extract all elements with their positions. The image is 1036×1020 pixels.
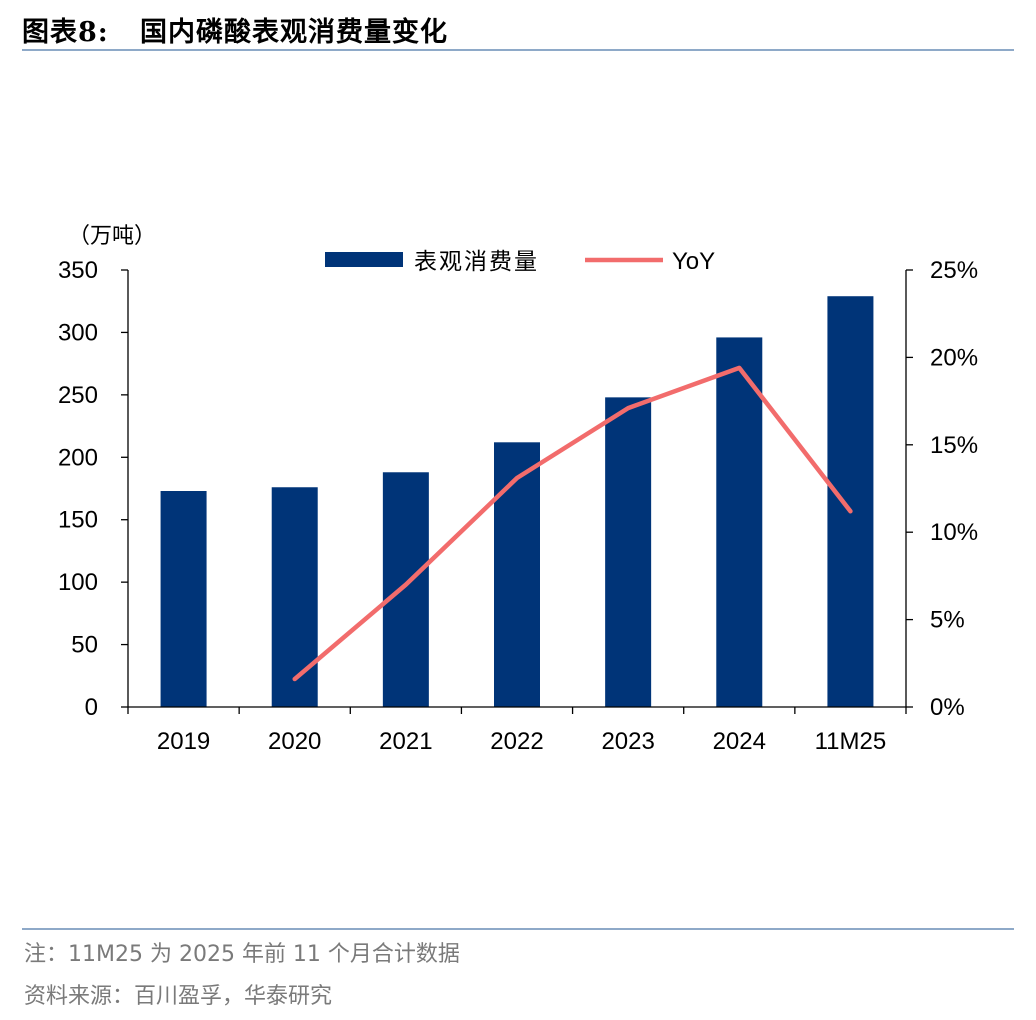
bar-2019	[160, 490, 207, 707]
x-tick-label: 2020	[268, 728, 321, 755]
figure-title: 图表8: 国内磷酸表观消费量变化	[22, 17, 448, 48]
x-tick-label: 2021	[379, 728, 432, 755]
right-tick-label: 25%	[930, 257, 978, 284]
left-tick-label: 50	[71, 632, 98, 659]
footnote: 注：11M25 为 2025 年前 11 个月合计数据	[24, 942, 460, 967]
x-tick-label: 2022	[490, 728, 543, 755]
x-tick-label: 2024	[713, 728, 766, 755]
footer-divider	[22, 928, 1014, 930]
title-divider	[22, 49, 1014, 51]
right-tick-label: 5%	[930, 607, 965, 634]
x-tick-label: 11M25	[815, 728, 887, 755]
legend-line-label: YoY	[672, 248, 715, 275]
left-tick-label: 0	[85, 694, 98, 721]
left-tick-label: 300	[58, 319, 98, 346]
legend-bar-label: 表观消费量	[414, 248, 539, 274]
left-tick-label: 100	[58, 569, 98, 596]
left-tick-label: 250	[58, 382, 98, 409]
left-tick-label: 200	[58, 444, 98, 471]
right-tick-label: 10%	[930, 519, 978, 546]
right-tick-label: 20%	[930, 344, 978, 371]
legend-bar-swatch	[325, 252, 403, 267]
yoy-line	[292, 365, 853, 682]
x-tick-label: 2019	[157, 728, 210, 755]
x-tick-label: 2023	[601, 728, 654, 755]
bar-2020	[271, 487, 318, 707]
bar-2023	[605, 397, 652, 707]
bar-2021	[382, 472, 429, 707]
bar-2022	[494, 442, 540, 707]
right-tick-label: 15%	[930, 432, 978, 459]
bar-2024	[716, 337, 763, 707]
right-tick-label: 0%	[930, 694, 965, 721]
y-axis-label: （万吨）	[68, 223, 156, 248]
source-note: 资料来源：百川盈孚，华泰研究	[24, 984, 333, 1009]
bar-11M25	[827, 296, 874, 707]
left-tick-label: 350	[58, 257, 98, 284]
left-tick-label: 150	[58, 507, 98, 534]
